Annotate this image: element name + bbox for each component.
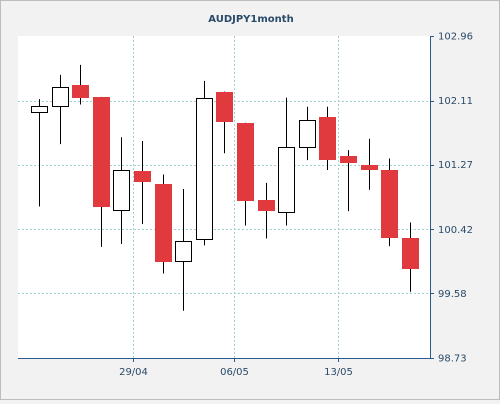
candle-down	[381, 158, 398, 247]
candle-up	[175, 189, 192, 311]
candle-up	[31, 99, 48, 207]
y-tick-label: 102.96	[438, 32, 473, 43]
candle-body	[258, 200, 275, 211]
candle-down	[402, 222, 419, 292]
candle-body	[175, 241, 192, 262]
candle-body	[340, 156, 357, 163]
candle-body	[72, 85, 89, 98]
candle-down	[258, 182, 275, 239]
candle-up	[52, 74, 69, 145]
y-tick-label: 98.73	[438, 354, 467, 365]
candle-body	[402, 238, 419, 269]
candle-up	[113, 137, 130, 244]
candle-body	[52, 87, 69, 107]
candle-down	[216, 91, 233, 154]
candle-body	[93, 97, 110, 207]
x-tick-label: 29/04	[119, 367, 148, 378]
x-tick-label: 13/05	[324, 367, 353, 378]
candles	[31, 64, 419, 311]
candle-body	[155, 184, 172, 262]
candle-body	[319, 117, 336, 160]
x-tick-label: 06/05	[220, 367, 249, 378]
candle-body	[381, 170, 398, 238]
x-axis-ticks: 29/04 06/05 13/05	[119, 358, 353, 378]
candle-body	[237, 123, 254, 201]
y-tick-label: 102.11	[438, 96, 473, 107]
candle-body	[278, 147, 295, 213]
candle-down	[72, 64, 89, 105]
candle-up	[299, 106, 316, 161]
y-axis-ticks: 102.96 102.11 101.27 100.42 99.58 98.73	[430, 32, 473, 365]
candle-body	[361, 165, 378, 170]
grid-lines	[18, 36, 430, 358]
candle-down	[134, 141, 151, 225]
chart-title: AUDJPY1month	[208, 14, 293, 25]
candle-up	[196, 80, 213, 246]
candle-body	[31, 106, 48, 113]
candle-up	[278, 97, 295, 226]
candle-body	[113, 170, 130, 211]
candle-down	[237, 122, 254, 226]
candle-body	[196, 98, 213, 240]
candle-down	[340, 150, 357, 212]
candle-body	[299, 120, 316, 148]
y-tick-label: 99.58	[438, 289, 467, 300]
candle-body	[134, 171, 151, 182]
plot-area	[18, 36, 430, 358]
candle-down	[361, 138, 378, 190]
y-tick-label: 100.42	[438, 225, 473, 236]
candle-body	[216, 92, 233, 122]
candle-down	[93, 96, 110, 247]
y-tick-label: 101.27	[438, 160, 473, 171]
candle-down	[155, 174, 172, 274]
candle-down	[319, 106, 336, 170]
